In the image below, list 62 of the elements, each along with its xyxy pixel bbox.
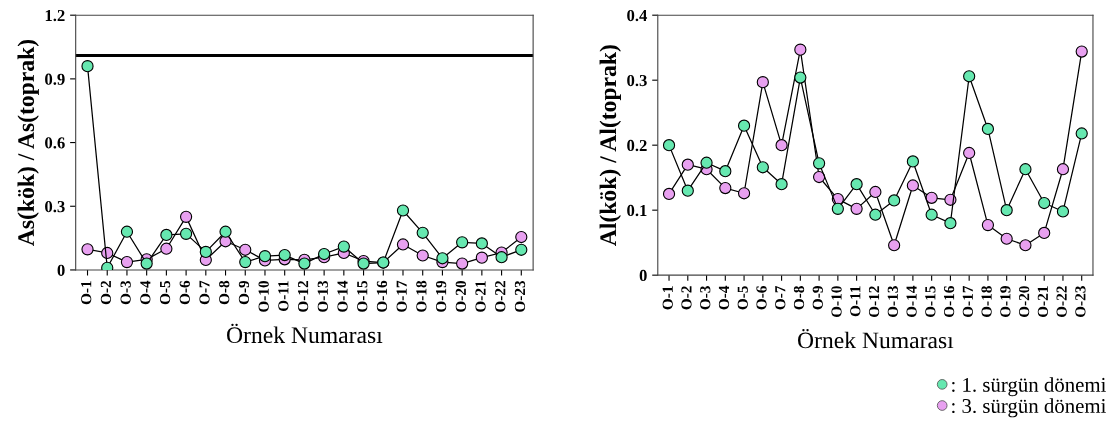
y-tick-label: 0 [639, 269, 647, 282]
x-tick-label: O-2 [100, 281, 112, 305]
x-tick-label: O-14 [337, 280, 348, 312]
legend-label: : 1. sürgün dönemi [952, 377, 1106, 397]
x-tick-label: O-22 [495, 281, 506, 312]
y-tick-label: 0.4 [627, 9, 648, 22]
x-tick-label: O-4 [140, 280, 151, 305]
x-tick-label: O-5 [159, 280, 171, 305]
x-tick-label: O-8 [793, 286, 805, 310]
x-axis-title: Örnek Numarası [797, 328, 954, 349]
x-tick-label: O-6 [179, 280, 190, 305]
x-tick-label: O-20 [455, 280, 466, 312]
x-tick-label: O-6 [756, 286, 767, 310]
x-tick-label: O-22 [1056, 286, 1067, 318]
x-tick-label: O-18 [416, 280, 427, 312]
x-tick-label: O-7 [199, 280, 210, 305]
x-tick-label: O-7 [775, 285, 786, 310]
x-tick-label: O-23 [1075, 286, 1086, 318]
x-tick-label: O-17 [396, 280, 407, 312]
x-tick-label: O-17 [962, 285, 973, 318]
y-tick-label: 0.3 [45, 200, 65, 213]
legend-label: : 3. sürgün dönemi [952, 398, 1106, 418]
x-tick-label: O-13 [887, 286, 898, 318]
x-tick-label: O-12 [297, 281, 309, 312]
x-tick-label: O-2 [681, 286, 692, 310]
y-tick-label: 0.6 [45, 137, 65, 149]
x-tick-label: O-16 [943, 286, 955, 318]
x-tick-label: O-12 [868, 286, 880, 318]
y-tick-label: 0.1 [627, 204, 647, 217]
x-tick-label: O-15 [357, 280, 368, 312]
x-tick-label: O-3 [700, 286, 711, 310]
y-tick-label: 0.2 [627, 139, 647, 152]
x-tick-label: O-13 [317, 280, 328, 312]
y-tick-label: 0 [57, 264, 65, 276]
x-axis-title: Örnek Numarası [227, 323, 383, 344]
x-tick-label: O-19 [435, 280, 447, 312]
x-tick-label: O-3 [120, 280, 131, 305]
x-tick-label: O-21 [475, 281, 486, 312]
x-tick-label: O-16 [376, 280, 388, 312]
y-axis-title: As(kök) / As(toprak) [17, 39, 39, 246]
x-tick-label: O-23 [514, 280, 526, 312]
x-tick-label: O-21 [1037, 286, 1049, 318]
x-tick-label: O-11 [278, 281, 289, 312]
x-tick-label: O-11 [850, 286, 861, 317]
x-tick-label: O-14 [906, 285, 917, 318]
x-tick-label: O-18 [981, 286, 992, 318]
x-tick-label: O-9 [812, 286, 823, 310]
x-tick-label: O-20 [1018, 286, 1030, 318]
x-tick-label: O-9 [238, 280, 250, 305]
x-tick-label: O-4 [718, 285, 730, 310]
y-tick-label: 1.2 [45, 9, 65, 22]
x-tick-label: O-10 [831, 286, 842, 318]
y-axis-title: Al(kök) / Al(toprak) [599, 45, 621, 246]
x-tick-label: O-10 [258, 280, 269, 312]
x-tick-label: O-15 [925, 286, 936, 318]
x-tick-label: O-1 [81, 281, 92, 305]
x-tick-label: O-8 [219, 280, 230, 305]
x-tick-label: O-19 [1000, 286, 1011, 318]
x-tick-label: O-5 [737, 286, 748, 310]
y-tick-label: 0.3 [627, 74, 647, 87]
x-tick-label: O-1 [662, 286, 673, 310]
y-tick-label: 0.9 [45, 73, 65, 85]
